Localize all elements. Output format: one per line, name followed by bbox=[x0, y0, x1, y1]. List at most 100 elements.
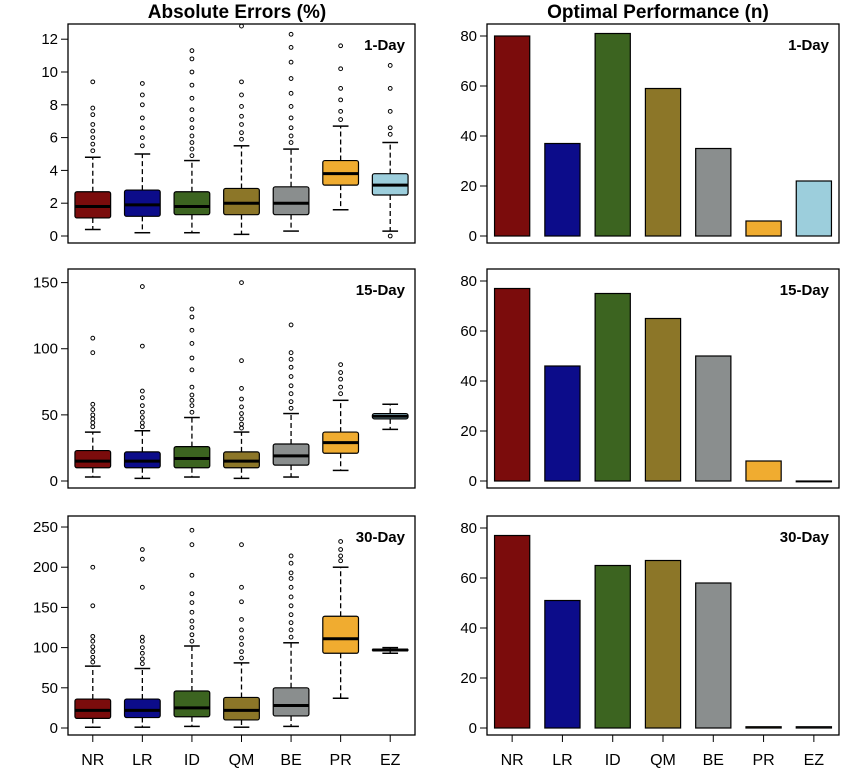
outlier-point bbox=[189, 327, 195, 333]
outlier-point bbox=[139, 638, 145, 644]
bar-pr bbox=[745, 460, 782, 482]
outlier-point bbox=[90, 633, 96, 639]
outlier-point bbox=[90, 407, 96, 412]
outlier-point bbox=[139, 125, 145, 131]
y-tick-label: 50 bbox=[41, 680, 58, 697]
outlier-point bbox=[139, 634, 145, 640]
x-tick-label-ez: EZ bbox=[380, 752, 401, 769]
x-tick-label-pr: PR bbox=[330, 752, 352, 769]
outlier-point bbox=[288, 59, 294, 65]
outlier-point bbox=[139, 102, 145, 108]
outlier-point bbox=[288, 570, 294, 576]
outlier-point bbox=[338, 108, 344, 114]
y-tick-label: 80 bbox=[460, 520, 477, 537]
outlier-point bbox=[288, 634, 294, 640]
outlier-point bbox=[189, 572, 195, 578]
outlier-point bbox=[288, 350, 294, 356]
bar-lr bbox=[544, 142, 581, 237]
bar-be bbox=[695, 355, 732, 482]
outlier-point bbox=[189, 133, 195, 139]
bar-pr bbox=[745, 726, 782, 729]
outlier-point bbox=[288, 594, 294, 600]
outlier-point bbox=[139, 343, 145, 349]
box-pr bbox=[322, 43, 360, 211]
bar-qm bbox=[644, 317, 682, 482]
box-iqr bbox=[74, 698, 112, 719]
box-nr bbox=[74, 564, 112, 728]
outlier-point bbox=[288, 603, 294, 609]
outlier-point bbox=[288, 627, 294, 633]
outlier-point bbox=[90, 135, 96, 141]
outlier-point bbox=[239, 79, 244, 85]
outlier-point bbox=[288, 125, 294, 131]
bar-pr bbox=[745, 220, 782, 237]
y-tick-label: 0 bbox=[469, 720, 477, 737]
outlier-point bbox=[189, 632, 195, 638]
outlier-point bbox=[139, 135, 145, 141]
box-iqr bbox=[223, 696, 260, 721]
y-tick-label: 20 bbox=[460, 670, 477, 687]
outlier-point bbox=[90, 638, 96, 644]
outlier-point bbox=[189, 107, 195, 113]
outlier-point bbox=[239, 122, 244, 127]
box-iqr bbox=[173, 191, 211, 216]
outlier-point bbox=[288, 115, 294, 121]
panel-bar-15-day: 0 20 40 60 80 15-Day bbox=[460, 268, 840, 490]
outlier-point bbox=[239, 396, 244, 402]
outlier-point bbox=[189, 638, 195, 644]
outlier-point bbox=[90, 141, 96, 147]
bar-lr bbox=[544, 599, 581, 729]
x-tick-label-nr: NR bbox=[501, 752, 524, 769]
box-iqr bbox=[123, 189, 161, 217]
outlier-point bbox=[338, 86, 344, 91]
outlier-point bbox=[288, 620, 294, 626]
outlier-point bbox=[288, 374, 294, 379]
outlier-point bbox=[239, 425, 244, 431]
bar-id bbox=[594, 292, 631, 482]
outlier-point bbox=[387, 86, 393, 91]
outlier-point bbox=[139, 92, 145, 98]
y-tick-label: 12 bbox=[41, 31, 58, 48]
outlier-point bbox=[387, 63, 393, 68]
y-tick-label: 0 bbox=[469, 473, 477, 490]
box-qm bbox=[223, 23, 260, 236]
outlier-point bbox=[139, 420, 145, 426]
panel-frame bbox=[67, 268, 416, 489]
outlier-point bbox=[239, 599, 244, 605]
bar-be bbox=[695, 582, 732, 729]
outlier-point bbox=[189, 384, 195, 390]
outlier-point bbox=[288, 356, 294, 362]
outlier-point bbox=[288, 140, 294, 145]
outlier-point bbox=[189, 314, 195, 320]
box-nr bbox=[74, 335, 112, 478]
outlier-point bbox=[189, 403, 195, 409]
panel-label: 30-Day bbox=[356, 529, 406, 546]
x-tick-label-be: BE bbox=[703, 752, 724, 769]
outlier-point bbox=[90, 112, 96, 118]
outlier-point bbox=[90, 416, 96, 422]
outlier-point bbox=[90, 148, 96, 154]
outlier-point bbox=[189, 625, 195, 630]
right-column-title: Optimal Performance (n) bbox=[547, 2, 769, 23]
outlier-point bbox=[139, 645, 145, 651]
box-be bbox=[272, 553, 310, 728]
outlier-point bbox=[139, 403, 145, 409]
outlier-point bbox=[387, 125, 393, 131]
outlier-point bbox=[288, 405, 294, 411]
y-tick-label: 60 bbox=[460, 323, 477, 340]
bar-be bbox=[695, 147, 732, 237]
outlier-point bbox=[338, 376, 344, 382]
outlier-point bbox=[338, 539, 344, 544]
y-tick-label: 200 bbox=[33, 559, 58, 576]
outlier-point bbox=[288, 399, 294, 405]
outlier-point bbox=[189, 355, 195, 361]
outlier-point bbox=[90, 105, 96, 111]
bar-nr bbox=[493, 287, 531, 482]
box-ez bbox=[371, 403, 409, 431]
x-tick-label-id: ID bbox=[605, 752, 621, 769]
outlier-point bbox=[288, 104, 294, 109]
box-iqr bbox=[272, 687, 310, 717]
box-lr bbox=[123, 81, 161, 234]
outlier-point bbox=[90, 424, 96, 430]
outlier-point bbox=[239, 113, 244, 119]
